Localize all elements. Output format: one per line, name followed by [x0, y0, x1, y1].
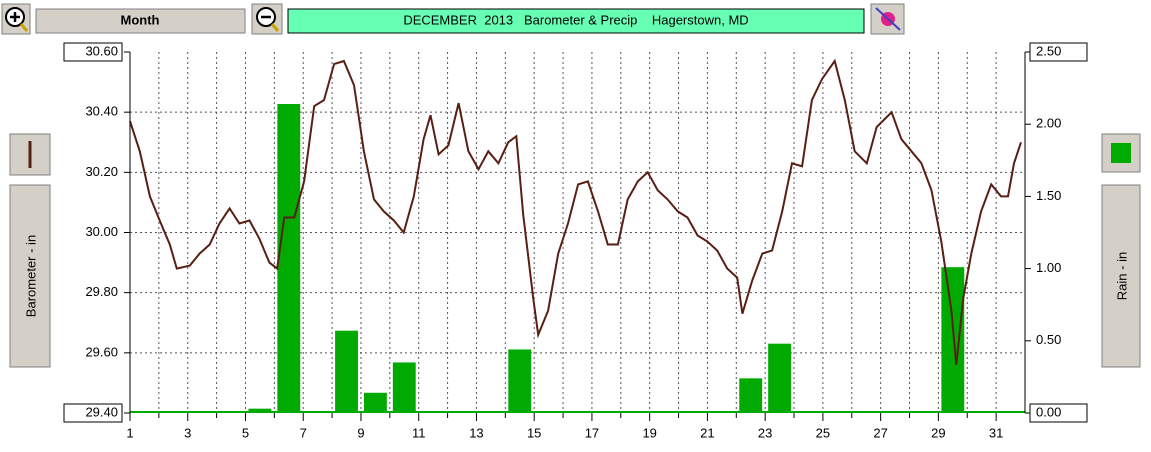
rain-bar: [363, 392, 387, 413]
rain-bar: [335, 330, 358, 413]
x-tick-label: 27: [873, 425, 887, 440]
y-tick-label: 30.60: [85, 43, 118, 58]
period-button[interactable]: Month: [35, 8, 246, 34]
x-tick-label: 17: [585, 425, 599, 440]
barometer-legend-button[interactable]: [9, 133, 51, 176]
x-tick-label: 29: [931, 425, 945, 440]
tick-box: [1029, 403, 1088, 423]
y2-tick-label: 1.00: [1036, 260, 1061, 275]
barometer-line: [129, 58, 1022, 366]
rain-bar: [248, 408, 272, 413]
y2-tick-label: 0.00: [1036, 404, 1061, 419]
x-tick-label: 19: [642, 425, 656, 440]
y2-tick-label: 2.50: [1036, 43, 1061, 58]
rain-bar: [277, 103, 301, 413]
rain-bar: [392, 362, 416, 413]
x-tick-label: 15: [527, 425, 541, 440]
legend-swatch: [1111, 143, 1131, 163]
x-tick-label: 25: [816, 425, 830, 440]
zoom-out-button[interactable]: [251, 3, 283, 35]
title-bar: [287, 8, 865, 34]
rain-axis-button[interactable]: Rain - in: [1101, 184, 1141, 368]
plot: 29.40 29.60 29.80 30.00 30.20 30.40 30.60 0.00 0…: [63, 42, 1088, 440]
x-tick-label: 23: [758, 425, 772, 440]
y-tick-label: 30.00: [85, 224, 118, 239]
chart-title: DECEMBER 2013 Barometer & Precip Hagerst…: [403, 12, 748, 27]
y-tick-label: 29.80: [85, 284, 118, 299]
rain-bar: [739, 378, 763, 413]
zoom-in-button[interactable]: [1, 3, 31, 35]
x-tick-label: 3: [184, 425, 191, 440]
period-label: Month: [121, 12, 160, 27]
x-tick-label: 7: [300, 425, 307, 440]
tick-box: [63, 403, 123, 423]
y-tick-label: 30.20: [85, 164, 118, 179]
legend-label: Barometer - in: [23, 235, 38, 317]
y2-tick-label: 0.50: [1036, 332, 1061, 347]
y2-tick-label: 1.50: [1036, 188, 1061, 203]
x-tick-label: 11: [412, 425, 426, 440]
y-tick-label: 29.40: [85, 404, 118, 419]
rain-legend-button[interactable]: [1101, 133, 1141, 173]
y-tick-label: 30.40: [85, 104, 118, 119]
barometer-axis-button[interactable]: Barometer - in: [9, 184, 51, 368]
x-tick-label: 13: [469, 425, 483, 440]
rain-bar: [508, 349, 532, 413]
x-tick-label: 1: [126, 425, 133, 440]
rain-bar: [941, 267, 965, 413]
x-tick-label: 31: [989, 425, 1003, 440]
y-tick-label: 29.60: [85, 344, 118, 359]
graph-tool-button[interactable]: [870, 3, 905, 35]
tick-box: [63, 42, 123, 62]
rain-bar: [594, 411, 618, 413]
y2-tick-label: 2.00: [1036, 116, 1061, 131]
legend-label: Rain - in: [1114, 252, 1129, 300]
x-tick-label: 9: [357, 425, 364, 440]
x-tick-label: 5: [242, 425, 249, 440]
rain-bar: [768, 343, 792, 413]
x-tick-label: 21: [700, 425, 714, 440]
tick-box: [1029, 42, 1088, 62]
